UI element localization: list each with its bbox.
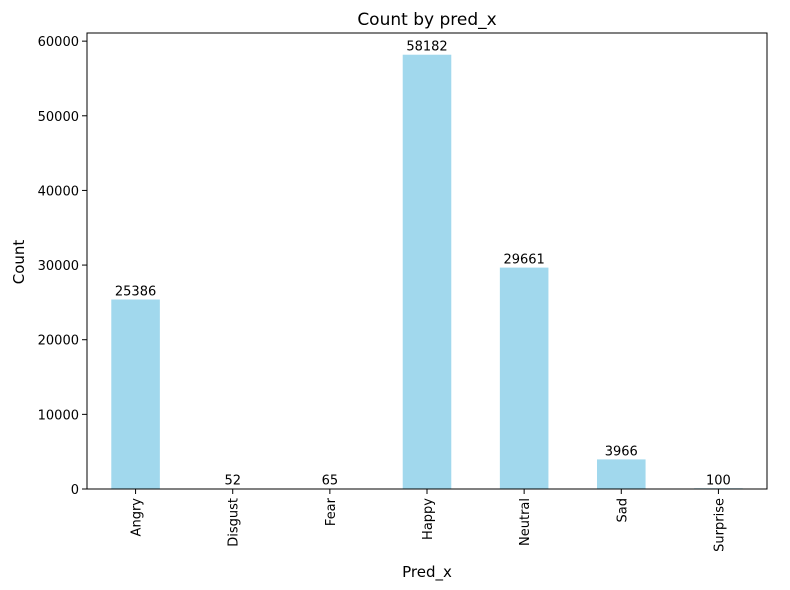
y-tick-label: 30000: [38, 259, 79, 274]
y-tick-label: 10000: [38, 408, 79, 423]
x-tick-label-neutral: Neutral: [518, 498, 533, 546]
plot-area: 25386 Angry 52 Disgust 65 Fear 58182 Happy 29661…: [38, 32, 768, 552]
x-tick-label-surprise: Surprise: [712, 498, 727, 552]
y-tick-label: 0: [71, 483, 79, 498]
chart-title: Count by pred_x: [357, 10, 496, 30]
data-label-surprise: 100: [706, 473, 731, 488]
bar-sad: [597, 459, 646, 489]
x-tick-label-disgust: Disgust: [227, 498, 242, 547]
bar-neutral: [499, 267, 549, 489]
bar-angry: [111, 299, 160, 489]
y-axis-label: Count: [10, 240, 28, 285]
data-label-angry: 25386: [115, 285, 156, 300]
bar-happy: [402, 54, 452, 490]
x-tick-label-fear: Fear: [324, 497, 339, 526]
axes-frame: [86, 32, 768, 490]
x-axis-label: Pred_x: [402, 563, 452, 582]
x-tick-label-happy: Happy: [421, 498, 436, 540]
data-label-sad: 3966: [605, 444, 638, 459]
data-label-happy: 58182: [406, 40, 447, 55]
data-label-disgust: 52: [224, 474, 241, 489]
y-tick-label: 50000: [38, 110, 79, 125]
y-tick-label: 20000: [38, 334, 79, 349]
data-label-fear: 65: [322, 474, 339, 489]
x-tick-label-angry: Angry: [130, 498, 145, 537]
data-label-neutral: 29661: [503, 253, 544, 268]
x-tick-label-sad: Sad: [615, 498, 630, 522]
y-tick-label: 40000: [38, 184, 79, 199]
y-tick-label: 60000: [38, 35, 79, 50]
